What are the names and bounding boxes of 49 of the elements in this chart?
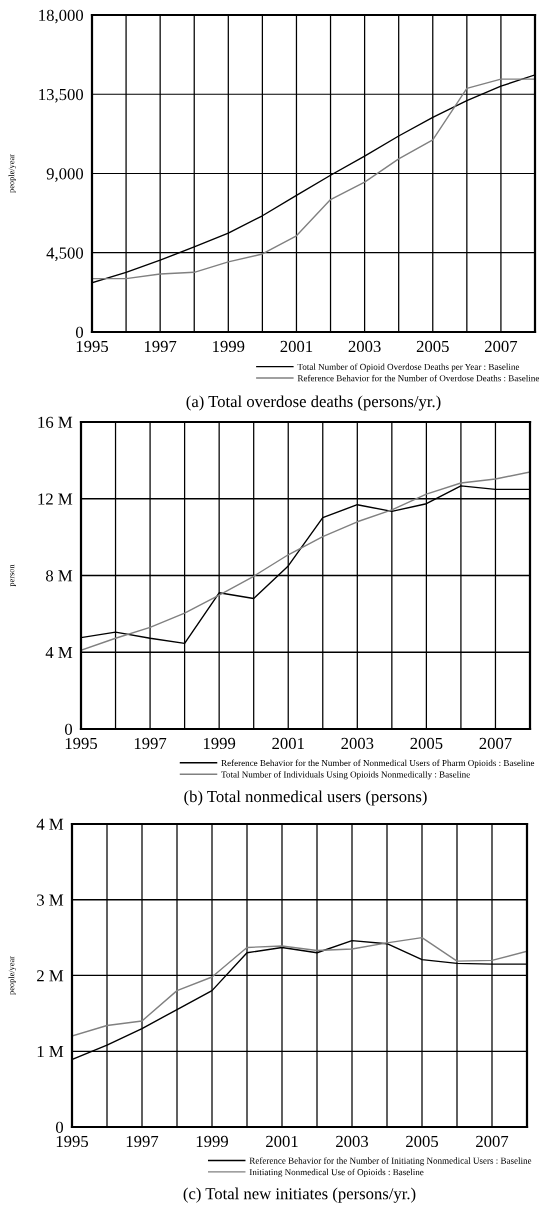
y-tick-label: 0 bbox=[75, 326, 84, 338]
x-tick-label: 1999 bbox=[213, 340, 245, 353]
x-tick-label: 2007 bbox=[476, 1135, 509, 1148]
y-tick-label: 4 M bbox=[45, 647, 73, 659]
x-tick-label: 1997 bbox=[144, 340, 177, 353]
y-tick-label: 18,000 bbox=[39, 9, 84, 24]
text: (c) Total new initiates (persons/yr.) bbox=[183, 1187, 416, 1203]
y-tick-label: 2 M bbox=[37, 970, 64, 982]
x-tick-label: 2005 bbox=[406, 1135, 439, 1148]
x-tick-label: 2003 bbox=[336, 1135, 369, 1148]
x-tick-label: 2003 bbox=[348, 340, 381, 353]
x-tick-label: 1999 bbox=[196, 1135, 228, 1148]
line-series bbox=[72, 936, 527, 1037]
x-tick-label: 2001 bbox=[272, 737, 304, 750]
y-axis-title: people/year bbox=[8, 154, 16, 193]
legend-label: Reference Behavior for the Number of Nonmedical Users of Pharm Opioids : Baseline bbox=[221, 759, 535, 768]
x-tick-label: 1995 bbox=[56, 1135, 89, 1148]
legend-label: Total Number of Individuals Using Opioids Nonmedically : Baseline bbox=[221, 771, 470, 780]
y-tick-label: 16 M bbox=[38, 416, 73, 428]
legend-label: Initiating Nonmedical Use of Opioids : Baseline bbox=[249, 1168, 424, 1178]
x-tick-label: 2007 bbox=[479, 737, 512, 750]
y-tick-label: 13,500 bbox=[39, 88, 84, 103]
x-tick-label: 2001 bbox=[280, 340, 313, 353]
x-tick-label: 1997 bbox=[134, 737, 167, 750]
x-tick-label: 2005 bbox=[410, 737, 443, 750]
legend-label: Total Number of Opioid Overdose Deaths per Year : Baseline bbox=[297, 363, 520, 372]
text: (b) Total nonmedical users (persons) bbox=[184, 790, 427, 806]
y-tick-label: 0 bbox=[64, 723, 73, 735]
y-axis-title: person bbox=[10, 564, 16, 587]
y-tick-label: 8 M bbox=[45, 570, 73, 582]
x-tick-label: 2005 bbox=[416, 340, 449, 353]
y-tick-label: 1 M bbox=[37, 1046, 64, 1058]
x-tick-label: 1995 bbox=[76, 340, 109, 353]
text: (a) Total overdose deaths (persons/yr.) bbox=[186, 395, 441, 411]
y-tick-label: 12 M bbox=[38, 493, 73, 505]
legend-label: Reference Behavior for the Number of Initiating Nonmedical Users : Baseline bbox=[249, 1157, 532, 1166]
y-tick-label: 9,000 bbox=[46, 168, 84, 182]
y-tick-label: 4 M bbox=[36, 818, 64, 830]
x-tick-label: 1999 bbox=[203, 737, 236, 750]
y-tick-label: 0 bbox=[55, 1121, 64, 1133]
x-tick-label: 2003 bbox=[341, 737, 374, 750]
legend-label: Reference Behavior for the Number of Overdose Deaths : Baseline bbox=[297, 374, 540, 382]
x-tick-label: 2001 bbox=[266, 1135, 298, 1148]
x-tick-label: 1995 bbox=[65, 737, 98, 750]
y-axis-title: people/year bbox=[8, 956, 16, 995]
x-tick-label: 1997 bbox=[126, 1135, 159, 1148]
y-tick-label: 4,500 bbox=[46, 247, 84, 262]
y-tick-label: 3 M bbox=[37, 894, 64, 906]
x-tick-label: 2007 bbox=[484, 340, 518, 353]
